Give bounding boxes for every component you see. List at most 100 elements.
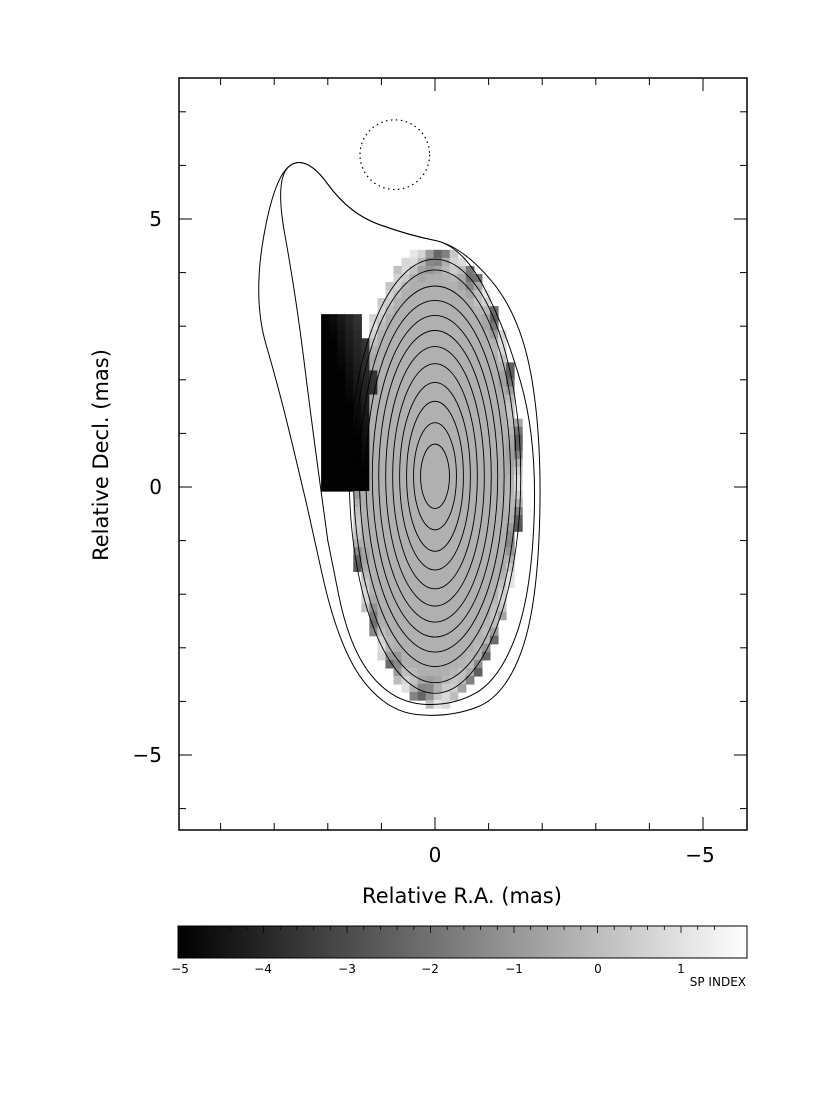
sp-index-pixel	[377, 378, 387, 388]
sp-index-pixel	[385, 603, 395, 613]
sp-index-pixel	[353, 314, 362, 323]
sp-index-pixel	[497, 531, 507, 540]
sp-index-pixel	[449, 306, 459, 315]
sp-index-pixel	[433, 555, 443, 564]
sp-index-pixel	[417, 491, 427, 500]
sp-index-pixel	[385, 346, 395, 355]
sp-index-pixel	[401, 458, 411, 468]
sp-index-pixel	[457, 290, 467, 299]
sp-index-pixel	[497, 418, 507, 428]
sp-index-pixel	[425, 683, 435, 693]
sp-index-pixel	[417, 555, 427, 564]
sp-index-pixel	[481, 346, 491, 355]
sp-index-pixel	[401, 370, 411, 380]
sp-index-pixel	[449, 595, 459, 605]
sp-index-pixel	[449, 651, 459, 661]
sp-index-pixel	[489, 571, 499, 581]
sp-index-pixel	[377, 402, 387, 412]
sp-index-pixel	[425, 394, 435, 404]
sp-index-pixel	[385, 507, 395, 516]
contour-9	[358, 285, 512, 668]
sp-index-pixel	[353, 458, 362, 468]
sp-index-pixel	[425, 651, 435, 661]
sp-index-pixel	[329, 418, 338, 428]
sp-index-pixel	[441, 692, 451, 701]
sp-index-pixel	[337, 466, 346, 476]
sp-index-pixel	[489, 603, 499, 613]
sp-index-pixel	[465, 667, 475, 677]
sp-index-pixel	[449, 265, 459, 275]
sp-index-pixel	[369, 338, 378, 347]
sp-index-pixel	[465, 651, 475, 661]
sp-index-pixel	[409, 418, 419, 428]
sp-index-pixel	[417, 338, 427, 347]
sp-index-pixel	[369, 611, 378, 621]
sp-index-pixel	[441, 595, 451, 605]
sp-index-pixel	[465, 306, 475, 315]
sp-index-pixel	[449, 346, 459, 355]
sp-index-pixel	[337, 394, 346, 404]
sp-index-pixel	[433, 651, 443, 661]
sp-index-pixel	[514, 482, 523, 492]
sp-index-pixel	[481, 386, 491, 396]
sp-index-pixel	[481, 474, 491, 484]
sp-index-pixel	[377, 531, 387, 540]
sp-index-pixel	[337, 346, 346, 355]
sp-index-pixel	[401, 491, 411, 500]
sp-index-pixel	[433, 587, 443, 597]
sp-index-pixel	[385, 322, 395, 331]
sp-index-pixel	[497, 466, 507, 476]
sp-index-pixel	[401, 378, 411, 388]
sp-index-pixel	[473, 563, 483, 573]
sp-index-pixel	[449, 692, 459, 701]
sp-index-pixel	[409, 555, 419, 564]
sp-index-pixel	[345, 410, 354, 420]
sp-index-pixel	[489, 547, 499, 556]
sp-index-pixel	[514, 515, 523, 524]
sp-index-pixel	[361, 499, 370, 508]
sp-index-pixel	[449, 330, 459, 339]
sp-index-pixel	[377, 579, 387, 589]
sp-index-pixel	[321, 370, 330, 380]
sp-index-pixel	[473, 555, 483, 564]
sp-index-pixel	[433, 619, 443, 629]
sp-index-pixel	[465, 515, 475, 524]
sp-index-pixel	[385, 362, 395, 372]
sp-index-pixel	[409, 539, 419, 548]
sp-index-pixel	[321, 386, 330, 396]
sp-index-pixel	[393, 579, 403, 589]
sp-index-pixel	[409, 531, 419, 540]
sp-index-pixel	[473, 322, 483, 331]
sp-index-pixel	[377, 555, 387, 564]
sp-index-pixel	[465, 354, 475, 363]
sp-index-pixel	[441, 370, 451, 380]
sp-index-pixel	[385, 659, 395, 669]
sp-index-pixel	[481, 595, 491, 605]
sp-index-pixel	[497, 378, 507, 388]
sp-index-pixel	[441, 571, 451, 581]
sp-index-pixel	[441, 418, 451, 428]
sp-index-pixel	[393, 410, 403, 420]
sp-index-pixel	[361, 595, 370, 605]
sp-index-pixel	[417, 667, 427, 677]
sp-index-pixel	[489, 579, 499, 589]
sp-index-pixel	[329, 458, 338, 468]
sp-index-pixel	[441, 322, 451, 331]
sp-index-pixel	[441, 346, 451, 355]
sp-index-pixel	[514, 491, 523, 500]
sp-index-pixel	[361, 426, 370, 436]
colorbar-tick-label-5: 0	[594, 962, 602, 976]
sp-index-pixel	[473, 611, 483, 621]
sp-index-pixel	[481, 442, 491, 452]
sp-index-pixel	[337, 322, 346, 331]
sp-index-pixel	[457, 458, 467, 468]
sp-index-pixel	[425, 442, 435, 452]
sp-index-pixel	[377, 611, 387, 621]
sp-index-pixel	[361, 378, 370, 388]
sp-index-pixel	[329, 426, 338, 436]
sp-index-pixel	[465, 265, 475, 275]
sp-index-pixel	[377, 603, 387, 613]
sp-index-pixel	[473, 474, 483, 484]
sp-index-pixel	[441, 306, 451, 315]
